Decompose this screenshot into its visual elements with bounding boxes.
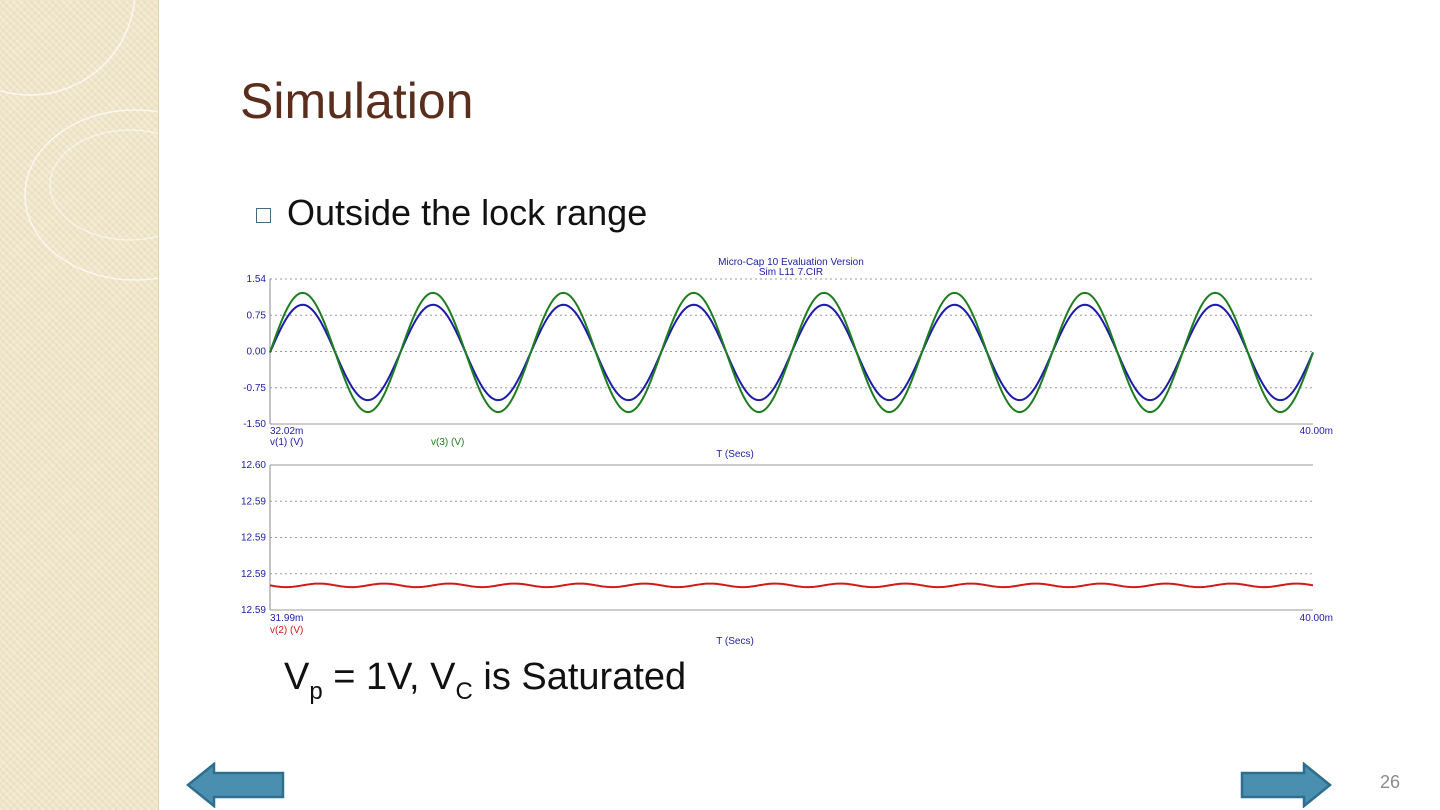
bullet-item: Outside the lock range	[256, 192, 647, 234]
chart-header-line: Micro-Cap 10 Evaluation Version	[718, 257, 864, 268]
x-start-label-2: 31.99m	[270, 613, 303, 624]
decorative-sidebar	[0, 0, 159, 810]
y-tick-label-2: 12.59	[241, 569, 266, 580]
y-tick-label: 0.00	[247, 347, 267, 358]
y-tick-label: 0.75	[247, 310, 267, 321]
series-line-2	[269, 291, 1314, 414]
x-end-label-2: 40.00m	[1300, 613, 1333, 624]
y-tick-label-2: 12.59	[241, 533, 266, 544]
y-tick-label-2: 12.59	[241, 605, 266, 616]
slide-title: Simulation	[240, 73, 474, 129]
legend-label-v3: v(3) (V)	[431, 437, 464, 448]
slide-number: 26	[1380, 772, 1401, 792]
y-tick-label-2: 12.59	[241, 496, 266, 507]
prev-arrow-shape[interactable]	[186, 762, 285, 808]
y-tick-label: 1.54	[247, 274, 267, 285]
caption-middle: = 1V, V	[322, 656, 456, 698]
caption-c-subscript: C	[455, 678, 473, 705]
right-arrow-icon[interactable]	[1240, 762, 1332, 808]
left-arrow-icon[interactable]	[186, 762, 286, 808]
legend-label-v2: v(2) (V)	[270, 625, 303, 636]
caption-tail: is Saturated	[472, 656, 687, 698]
x-end-label: 40.00m	[1300, 426, 1333, 437]
result-caption: Vp = 1V, VC is Saturated	[284, 656, 686, 706]
x-start-label: 32.02m	[270, 426, 303, 437]
square-bullet-icon	[256, 207, 271, 223]
caption-p-subscript: p	[309, 678, 323, 705]
chart-header-line: Sim L11 7.CIR	[759, 267, 823, 278]
legend-label-v1: v(1) (V)	[270, 437, 303, 448]
sidebar-swirl-decoration	[0, 0, 158, 281]
y-tick-label-2: 12.60	[241, 460, 266, 471]
y-tick-label: -0.75	[243, 383, 266, 394]
caption-v: V	[284, 656, 310, 698]
bullet-text: Outside the lock range	[287, 192, 648, 233]
next-arrow-shape[interactable]	[1240, 762, 1332, 808]
y-tick-label: -1.50	[243, 419, 266, 430]
series-line-v2	[269, 582, 1314, 589]
x-axis-label: T (Secs)	[716, 449, 754, 460]
x-axis-label-2: T (Secs)	[716, 636, 754, 647]
